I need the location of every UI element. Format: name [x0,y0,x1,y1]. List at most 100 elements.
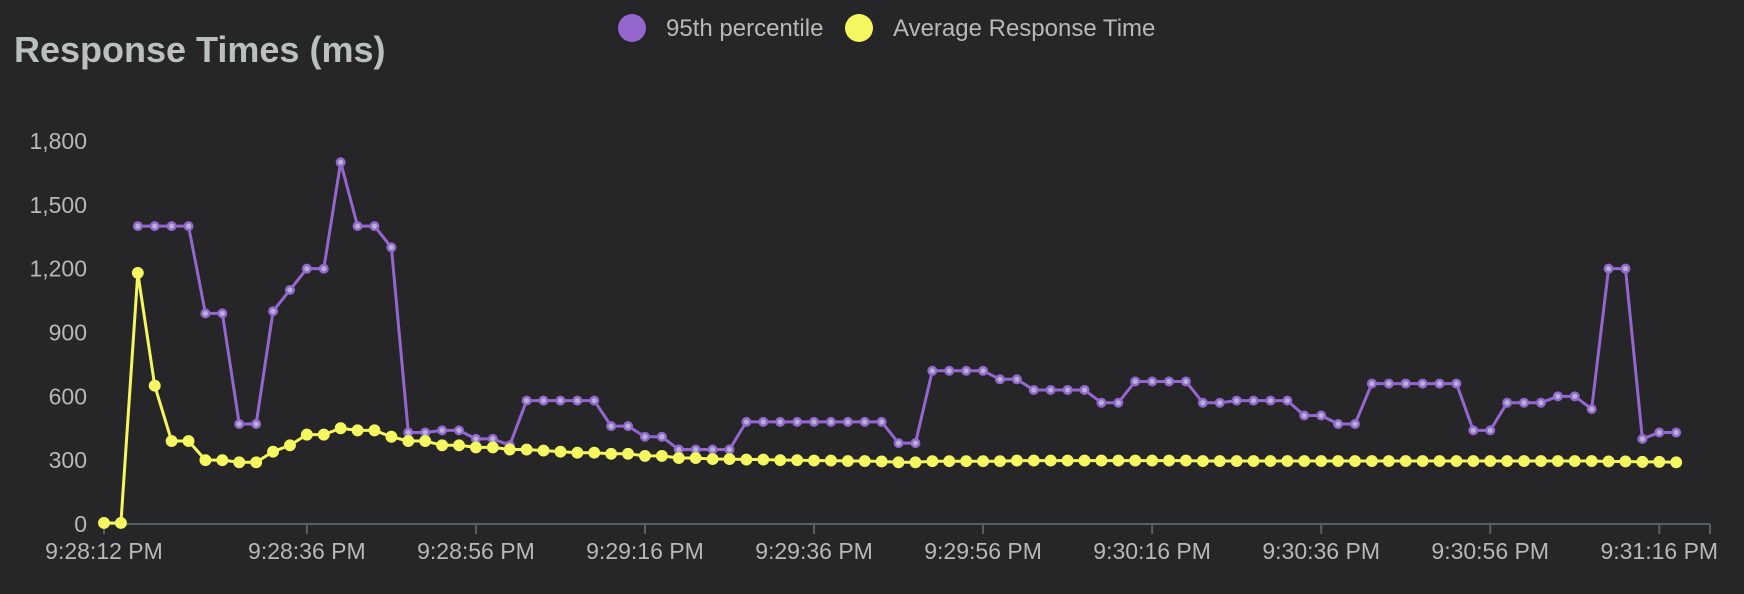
data-point-average-response-time[interactable] [943,455,956,468]
data-point-average-response-time[interactable] [1399,455,1412,467]
data-point-95th-percentile[interactable] [1349,418,1360,429]
data-point-average-response-time[interactable] [1416,455,1429,467]
data-point-average-response-time[interactable] [1518,455,1530,467]
data-point-95th-percentile[interactable] [961,365,972,376]
data-point-95th-percentile[interactable] [741,416,752,427]
data-point-average-response-time[interactable] [1129,454,1142,467]
data-point-average-response-time[interactable] [114,516,127,529]
data-point-average-response-time[interactable] [1653,455,1666,468]
data-point-average-response-time[interactable] [994,455,1006,468]
data-point-average-response-time[interactable] [1095,454,1108,467]
data-point-average-response-time[interactable] [1467,455,1480,467]
data-point-95th-percentile[interactable] [1316,410,1327,421]
data-point-95th-percentile[interactable] [927,365,938,376]
data-point-average-response-time[interactable] [334,422,347,435]
data-point-95th-percentile[interactable] [1299,410,1310,421]
data-point-95th-percentile[interactable] [538,395,549,406]
data-point-average-response-time[interactable] [419,435,432,447]
data-point-average-response-time[interactable] [622,447,635,460]
data-point-average-response-time[interactable] [858,455,871,467]
data-point-95th-percentile[interactable] [1096,397,1107,408]
data-point-average-response-time[interactable] [1568,455,1581,467]
data-point-95th-percentile[interactable] [183,221,194,232]
data-point-95th-percentile[interactable] [318,263,329,274]
data-point-average-response-time[interactable] [469,441,482,454]
data-point-average-response-time[interactable] [909,456,922,469]
data-point-95th-percentile[interactable] [284,284,295,295]
data-point-95th-percentile[interactable] [234,418,245,429]
data-point-average-response-time[interactable] [368,424,381,437]
data-point-95th-percentile[interactable] [1586,404,1597,415]
data-point-average-response-time[interactable] [453,439,465,452]
data-point-95th-percentile[interactable] [639,431,650,442]
data-point-average-response-time[interactable] [774,454,787,467]
data-point-95th-percentile[interactable] [1552,391,1563,402]
data-point-95th-percentile[interactable] [132,221,143,232]
data-point-average-response-time[interactable] [1078,454,1091,467]
data-point-95th-percentile[interactable] [437,425,448,436]
data-point-average-response-time[interactable] [1501,455,1514,467]
data-point-95th-percentile[interactable] [268,306,279,317]
data-point-average-response-time[interactable] [808,454,820,467]
data-point-average-response-time[interactable] [554,445,567,458]
data-point-95th-percentile[interactable] [454,425,465,436]
data-point-95th-percentile[interactable] [555,395,566,406]
data-point-95th-percentile[interactable] [1569,391,1580,402]
data-point-average-response-time[interactable] [960,455,973,468]
data-point-95th-percentile[interactable] [606,421,617,432]
data-point-average-response-time[interactable] [284,439,296,452]
data-point-average-response-time[interactable] [1450,455,1463,467]
data-point-average-response-time[interactable] [977,455,990,468]
data-point-95th-percentile[interactable] [149,221,160,232]
data-point-95th-percentile[interactable] [1333,418,1344,429]
data-point-average-response-time[interactable] [639,449,651,462]
data-point-95th-percentile[interactable] [1028,384,1039,395]
data-point-95th-percentile[interactable] [1603,263,1614,274]
data-point-95th-percentile[interactable] [1468,425,1479,436]
data-point-95th-percentile[interactable] [1231,395,1242,406]
data-point-95th-percentile[interactable] [1113,397,1124,408]
data-point-average-response-time[interactable] [875,455,888,468]
data-point-95th-percentile[interactable] [369,221,380,232]
data-point-95th-percentile[interactable] [1282,395,1293,406]
data-point-95th-percentile[interactable] [1045,384,1056,395]
data-point-average-response-time[interactable] [672,452,685,464]
data-point-average-response-time[interactable] [436,439,449,452]
data-point-average-response-time[interactable] [300,428,313,441]
data-point-95th-percentile[interactable] [1654,427,1665,438]
data-point-95th-percentile[interactable] [1434,378,1445,389]
data-point-average-response-time[interactable] [503,443,516,456]
data-point-average-response-time[interactable] [98,516,110,529]
data-point-95th-percentile[interactable] [623,421,634,432]
data-point-95th-percentile[interactable] [1637,433,1648,444]
data-point-average-response-time[interactable] [1112,454,1125,467]
data-point-95th-percentile[interactable] [1214,397,1225,408]
data-point-95th-percentile[interactable] [656,431,667,442]
data-point-average-response-time[interactable] [1298,455,1311,467]
data-point-average-response-time[interactable] [1619,455,1632,468]
data-point-95th-percentile[interactable] [1265,395,1276,406]
data-point-95th-percentile[interactable] [1502,397,1513,408]
data-point-95th-percentile[interactable] [859,416,870,427]
data-point-95th-percentile[interactable] [1535,397,1546,408]
data-point-95th-percentile[interactable] [1519,397,1530,408]
data-point-average-response-time[interactable] [250,456,263,469]
data-point-95th-percentile[interactable] [335,157,346,168]
data-point-average-response-time[interactable] [486,441,499,454]
data-point-95th-percentile[interactable] [1248,395,1259,406]
data-point-95th-percentile[interactable] [1147,376,1158,387]
data-point-95th-percentile[interactable] [521,395,532,406]
data-point-95th-percentile[interactable] [910,438,921,449]
data-point-average-response-time[interactable] [1315,455,1328,467]
data-point-average-response-time[interactable] [841,455,854,467]
legend-item-average-response-time[interactable]: Average Response Time [845,14,1155,42]
data-point-average-response-time[interactable] [1146,454,1159,467]
data-point-average-response-time[interactable] [1247,455,1260,467]
data-point-95th-percentile[interactable] [1011,374,1022,385]
data-point-average-response-time[interactable] [1010,454,1023,467]
data-point-95th-percentile[interactable] [352,221,363,232]
data-point-average-response-time[interactable] [1196,455,1209,467]
data-point-95th-percentile[interactable] [792,416,803,427]
data-point-95th-percentile[interactable] [994,374,1005,385]
data-point-average-response-time[interactable] [1535,455,1547,467]
